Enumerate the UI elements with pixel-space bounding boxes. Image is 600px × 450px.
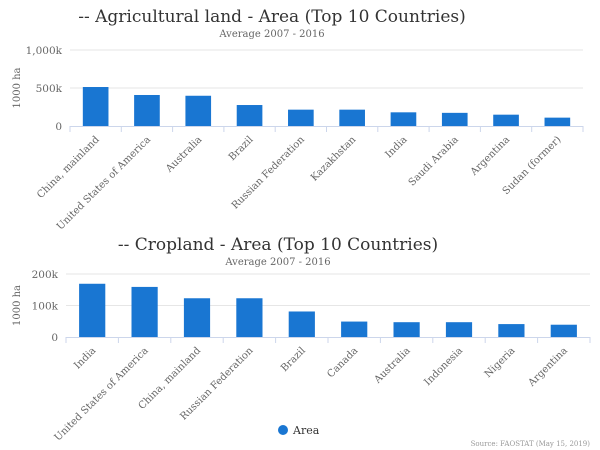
x-category-label: Australia bbox=[372, 345, 413, 386]
bar bbox=[185, 95, 212, 126]
y-tick-label: 100k bbox=[32, 301, 59, 313]
legend-item-area[interactable]: Area bbox=[278, 424, 320, 437]
legend-label: Area bbox=[292, 424, 320, 437]
x-category-label: India bbox=[72, 345, 98, 371]
bar bbox=[131, 286, 158, 337]
x-category-label: Canada bbox=[325, 345, 360, 380]
chart1-subtitle: Average 2007 - 2016 bbox=[218, 29, 324, 40]
y-tick-label: 1,000k bbox=[26, 45, 63, 57]
bar bbox=[288, 311, 315, 337]
legend-marker bbox=[278, 425, 288, 435]
bar bbox=[493, 114, 519, 126]
x-category-label: Argentina bbox=[468, 134, 512, 178]
chart2-title: -- Cropland - Area (Top 10 Countries) bbox=[118, 235, 438, 255]
bar bbox=[82, 87, 109, 126]
bar bbox=[393, 322, 420, 337]
bar bbox=[288, 109, 314, 126]
y-tick-label: 0 bbox=[55, 121, 62, 133]
y-tick-label: 500k bbox=[36, 83, 63, 95]
bar bbox=[445, 322, 473, 337]
x-category-label: India bbox=[383, 134, 409, 160]
bar bbox=[339, 109, 365, 126]
bar bbox=[183, 298, 211, 337]
bar bbox=[498, 324, 525, 337]
bar bbox=[390, 112, 417, 126]
x-category-label: Indonesia bbox=[422, 345, 465, 388]
y-axis-label: 1000 ha bbox=[12, 285, 23, 326]
x-category-label: Kazakhstan bbox=[309, 134, 359, 184]
x-category-label: United States of America bbox=[55, 134, 153, 232]
bar bbox=[236, 105, 263, 126]
y-axis-label: 1000 ha bbox=[12, 67, 23, 108]
chart2-subtitle: Average 2007 - 2016 bbox=[224, 257, 330, 268]
bar bbox=[544, 117, 571, 126]
bar bbox=[79, 283, 106, 337]
bar bbox=[441, 112, 468, 126]
x-category-label: Brazil bbox=[279, 345, 308, 374]
y-tick-label: 0 bbox=[51, 332, 58, 344]
bar bbox=[550, 324, 577, 337]
x-category-label: Argentina bbox=[526, 345, 570, 389]
bar bbox=[134, 94, 160, 126]
y-tick-label: 200k bbox=[32, 269, 59, 281]
x-category-label: Nigeria bbox=[483, 345, 518, 380]
bar bbox=[341, 321, 368, 337]
chart1-title: -- Agricultural land - Area (Top 10 Coun… bbox=[78, 7, 466, 27]
source-credit: Source: FAOSTAT (May 15, 2019) bbox=[471, 440, 591, 448]
x-category-label: United States of America bbox=[53, 345, 151, 443]
bar bbox=[236, 298, 263, 337]
x-category-label: Brazil bbox=[227, 134, 256, 163]
x-category-label: Australia bbox=[163, 134, 204, 175]
x-category-label: Saudi Arabia bbox=[407, 134, 461, 188]
